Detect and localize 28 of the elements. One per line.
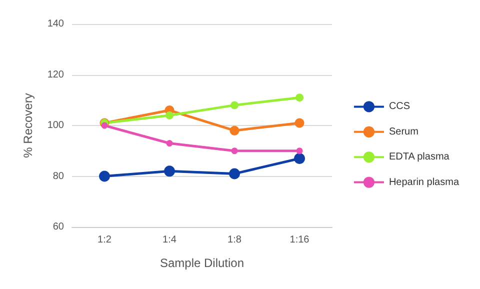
x-tick-label: 1:4 [162, 234, 177, 246]
x-tick-label: 1:2 [98, 234, 112, 246]
x-tick-label: 1:8 [228, 234, 242, 246]
legend-label: EDTA plasma [388, 152, 450, 163]
point [230, 126, 240, 136]
point [296, 148, 303, 154]
y-tick-label: 100 [47, 120, 64, 131]
y-tick-label: 140 [47, 18, 64, 30]
point [166, 140, 173, 147]
y-tick-label: 80 [52, 170, 64, 182]
point [229, 168, 240, 180]
point [296, 94, 304, 102]
x-axis-title: Sample Dilution [160, 256, 244, 270]
point [231, 148, 238, 154]
legend-label: CCS [388, 101, 410, 112]
y-tick-label: 60 [52, 222, 64, 232]
x-tick-label: 1:16 [290, 234, 310, 246]
point [101, 122, 108, 129]
point [166, 111, 174, 120]
point [294, 118, 304, 128]
y-tick-label: 120 [47, 69, 64, 80]
point [230, 101, 238, 110]
legend-label: Serum [388, 126, 418, 138]
point [99, 170, 110, 182]
legend-label: Heparin plasma [388, 176, 460, 188]
point [164, 166, 175, 177]
y-axis-title: % Recovery [21, 93, 35, 158]
point [294, 152, 305, 164]
